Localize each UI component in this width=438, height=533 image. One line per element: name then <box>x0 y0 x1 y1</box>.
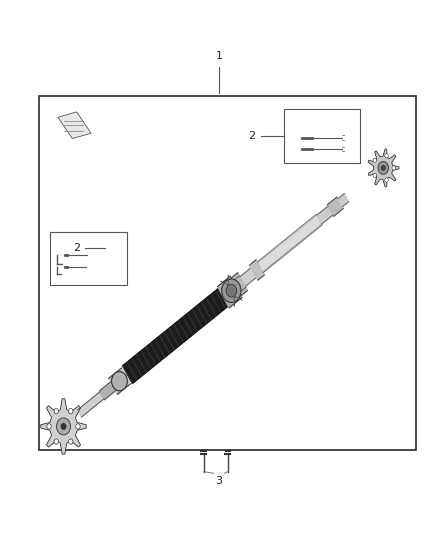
Circle shape <box>381 165 385 171</box>
Circle shape <box>47 424 51 429</box>
Circle shape <box>54 439 58 445</box>
Circle shape <box>373 173 377 177</box>
Text: 3: 3 <box>215 476 223 486</box>
Polygon shape <box>327 197 343 216</box>
Circle shape <box>54 408 59 414</box>
Polygon shape <box>109 368 130 394</box>
Circle shape <box>112 372 127 391</box>
Bar <box>284 109 360 163</box>
Circle shape <box>373 158 377 163</box>
Polygon shape <box>123 283 235 384</box>
Polygon shape <box>226 276 246 298</box>
Circle shape <box>57 418 71 435</box>
Polygon shape <box>368 149 399 187</box>
Polygon shape <box>228 273 247 298</box>
Circle shape <box>378 161 389 174</box>
Circle shape <box>61 423 66 430</box>
Circle shape <box>385 178 388 182</box>
Circle shape <box>69 408 73 414</box>
Circle shape <box>68 439 73 445</box>
Text: 1: 1 <box>215 51 223 61</box>
Text: 2: 2 <box>248 131 255 141</box>
Polygon shape <box>250 260 264 280</box>
Circle shape <box>226 284 237 297</box>
Polygon shape <box>41 399 86 454</box>
Circle shape <box>76 424 80 429</box>
Circle shape <box>385 154 388 158</box>
Polygon shape <box>240 266 258 287</box>
Bar <box>39 96 416 450</box>
Polygon shape <box>218 276 242 308</box>
Circle shape <box>222 279 241 302</box>
Bar <box>50 232 127 285</box>
Polygon shape <box>317 206 333 224</box>
Circle shape <box>392 166 396 170</box>
Polygon shape <box>338 193 349 207</box>
Polygon shape <box>78 392 104 417</box>
Polygon shape <box>99 382 116 400</box>
Polygon shape <box>58 112 91 139</box>
Text: 2: 2 <box>73 243 80 253</box>
Polygon shape <box>257 214 322 273</box>
